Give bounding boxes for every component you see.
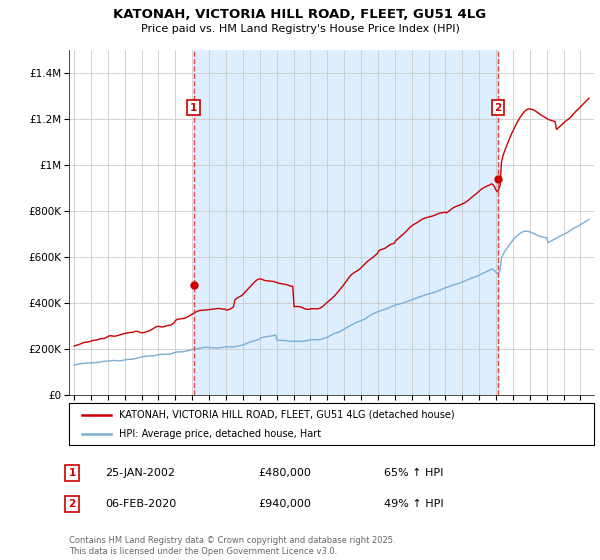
Text: 2: 2 [68,499,76,509]
FancyBboxPatch shape [69,403,594,445]
Text: 49% ↑ HPI: 49% ↑ HPI [384,499,443,509]
Point [189,280,199,289]
Text: 1: 1 [190,103,197,113]
Text: 25-JAN-2002: 25-JAN-2002 [105,468,175,478]
Text: £940,000: £940,000 [258,499,311,509]
Text: 1: 1 [68,468,76,478]
Text: £480,000: £480,000 [258,468,311,478]
Text: Price paid vs. HM Land Registry's House Price Index (HPI): Price paid vs. HM Land Registry's House … [140,24,460,34]
Text: Contains HM Land Registry data © Crown copyright and database right 2025.
This d: Contains HM Land Registry data © Crown c… [69,536,395,556]
Text: 2: 2 [494,103,502,113]
Text: 06-FEB-2020: 06-FEB-2020 [105,499,176,509]
Point [493,175,503,184]
Text: KATONAH, VICTORIA HILL ROAD, FLEET, GU51 4LG: KATONAH, VICTORIA HILL ROAD, FLEET, GU51… [113,8,487,21]
Text: 65% ↑ HPI: 65% ↑ HPI [384,468,443,478]
Bar [194,50,498,395]
Text: KATONAH, VICTORIA HILL ROAD, FLEET, GU51 4LG (detached house): KATONAH, VICTORIA HILL ROAD, FLEET, GU51… [119,409,455,419]
Text: HPI: Average price, detached house, Hart: HPI: Average price, detached house, Hart [119,429,321,439]
